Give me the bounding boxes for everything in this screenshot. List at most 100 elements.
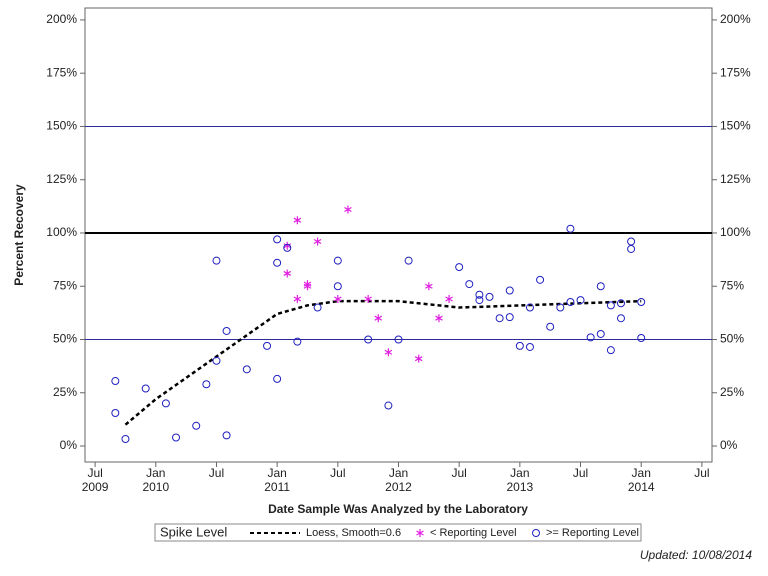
- point-circle: [546, 322, 555, 331]
- point-circle: [273, 235, 282, 244]
- point-circle: [475, 296, 484, 305]
- point-circle: [637, 298, 646, 307]
- y-tick-label-right: 150%: [720, 119, 751, 133]
- x-tick-label: Jan 2012: [385, 466, 412, 494]
- legend-label: < Reporting Level: [430, 527, 517, 539]
- y-tick-label: 200%: [46, 12, 77, 26]
- y-tick-label: 0%: [60, 438, 78, 452]
- point-asterisk: [344, 205, 352, 214]
- point-circle: [475, 290, 484, 299]
- x-axis-label: Date Sample Was Analyzed by the Laborato…: [268, 502, 528, 516]
- point-circle: [485, 292, 494, 301]
- point-circle: [202, 380, 211, 389]
- point-circle: [566, 224, 575, 233]
- y-tick-label: 100%: [46, 225, 77, 239]
- point-asterisk: [303, 282, 312, 291]
- point-circle: [586, 333, 595, 342]
- point-asterisk: [364, 295, 372, 304]
- legend-circle: [532, 529, 540, 537]
- point-circle: [596, 329, 605, 338]
- y-tick-label: 150%: [46, 119, 77, 133]
- point-asterisk: [374, 314, 383, 323]
- y-tick-label: 175%: [46, 65, 77, 79]
- y-tick-label: 75%: [53, 278, 77, 292]
- point-circle: [596, 282, 605, 291]
- point-circle: [222, 431, 231, 440]
- point-asterisk: [445, 295, 453, 304]
- y-tick-label-right: 175%: [720, 65, 751, 79]
- point-asterisk: [435, 314, 443, 323]
- point-circle: [637, 334, 646, 343]
- x-tick-label: Jan 2010: [142, 466, 169, 494]
- point-circle: [525, 342, 534, 351]
- point-circle: [566, 298, 575, 307]
- x-tick-label: Jan 2013: [507, 466, 534, 494]
- y-tick-label-right: 200%: [720, 12, 751, 26]
- point-circle: [515, 341, 524, 350]
- point-circle: [616, 314, 625, 323]
- point-circle: [556, 303, 565, 312]
- point-circle: [141, 384, 150, 393]
- point-circle: [505, 313, 514, 322]
- point-circle: [333, 256, 342, 265]
- x-tick-label: Jan 2014: [628, 466, 655, 494]
- point-circle: [293, 337, 302, 346]
- legend-label: Loess, Smooth=0.6: [306, 527, 401, 539]
- point-circle: [536, 275, 545, 284]
- point-circle: [384, 401, 393, 410]
- point-circle: [121, 434, 130, 443]
- y-tick-label-right: 25%: [720, 385, 744, 399]
- point-circle: [394, 335, 403, 344]
- point-asterisk: [425, 282, 433, 291]
- point-circle: [606, 346, 615, 355]
- y-tick-label: 125%: [46, 172, 77, 186]
- point-circle: [606, 301, 615, 310]
- point-circle: [364, 335, 373, 344]
- legend-asterisk: [416, 529, 424, 537]
- point-circle: [525, 303, 534, 312]
- point-circle: [263, 341, 272, 350]
- x-tick-label: Jul: [330, 466, 345, 480]
- y-tick-label-right: 0%: [720, 438, 738, 452]
- y-axis-label: Percent Recovery: [12, 184, 26, 286]
- y-tick-label-right: 100%: [720, 225, 751, 239]
- legend-title: Spike Level: [160, 524, 227, 539]
- point-circle: [333, 282, 342, 291]
- point-asterisk: [283, 241, 292, 250]
- point-asterisk: [334, 295, 342, 304]
- point-circle: [192, 421, 201, 430]
- y-tick-label-right: 75%: [720, 278, 744, 292]
- point-circle: [313, 303, 322, 312]
- point-circle: [283, 243, 292, 252]
- point-circle: [465, 280, 474, 289]
- point-circle: [172, 433, 181, 442]
- point-circle: [242, 365, 251, 374]
- x-tick-label: Jul: [573, 466, 588, 480]
- y-tick-label: 50%: [53, 332, 77, 346]
- point-circle: [627, 244, 636, 253]
- point-circle: [455, 263, 464, 272]
- point-circle: [111, 377, 120, 386]
- point-asterisk: [293, 295, 302, 304]
- point-asterisk: [293, 216, 302, 225]
- legend-box: [154, 523, 642, 542]
- x-tick-label: Jan 2011: [264, 466, 290, 494]
- x-tick-label: Jul: [209, 466, 224, 480]
- point-circle: [273, 374, 282, 383]
- footnote: Updated: 10/08/2014: [640, 548, 752, 562]
- point-circle: [404, 256, 413, 265]
- y-tick-label-right: 125%: [720, 172, 751, 186]
- point-asterisk: [384, 348, 393, 357]
- x-tick-label: Jul: [452, 466, 467, 480]
- point-asterisk: [283, 269, 292, 278]
- point-circle: [273, 258, 282, 267]
- point-circle: [616, 299, 625, 308]
- y-tick-label: 25%: [53, 385, 77, 399]
- y-tick-label-right: 50%: [720, 332, 744, 346]
- point-circle: [495, 314, 504, 323]
- point-circle: [111, 408, 120, 417]
- point-circle: [505, 286, 514, 295]
- x-tick-label: Jul 2009: [82, 466, 109, 494]
- point-asterisk: [414, 354, 423, 363]
- point-circle: [222, 326, 231, 335]
